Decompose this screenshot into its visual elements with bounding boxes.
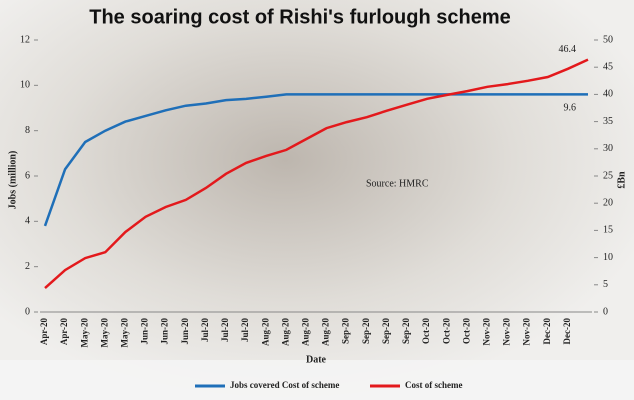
y-tick-label: 4 [25, 216, 30, 227]
x-tick-label: Sep-20 [381, 318, 391, 345]
x-tick-label: Dec-20 [542, 318, 552, 345]
x-tick-label: May-20 [79, 318, 89, 348]
y2-tick-label: 5 [603, 279, 608, 290]
x-tick-label: Dec-20 [562, 318, 572, 345]
y2-tick-label: 25 [603, 170, 613, 181]
x-tick-label: Nov-20 [522, 318, 532, 346]
x-tick-label: Oct-20 [441, 318, 451, 344]
y2-axis-label: £Bn [616, 171, 627, 189]
y-tick-label: 8 [25, 125, 30, 136]
x-tick-label: Nov-20 [502, 318, 512, 346]
y2-tick-label: 0 [603, 306, 608, 317]
x-axis-label: Date [306, 354, 327, 365]
value-label: 46.4 [559, 44, 577, 55]
y2-tick-label: 35 [603, 116, 613, 127]
x-tick-label: May-20 [120, 318, 130, 348]
x-tick-label: Jul-20 [220, 318, 230, 343]
series-line [44, 58, 589, 290]
y2-tick-label: 30 [603, 143, 613, 154]
legend-label: Cost of scheme [405, 380, 463, 390]
x-tick-label: Oct-20 [461, 318, 471, 344]
chart-title: The soaring cost of Rishi's furlough sch… [89, 6, 510, 28]
x-tick-label: Jul-20 [240, 318, 250, 343]
source: Source: HMRC [366, 178, 429, 189]
x-tick-label: Jun-20 [140, 318, 150, 345]
x-tick-label: Aug-20 [321, 318, 331, 347]
legend-label: Jobs covered Cost of scheme [230, 380, 339, 390]
x-tick-label: Sep-20 [361, 318, 371, 345]
x-tick-label: Aug-20 [280, 318, 290, 347]
y2-tick-label: 20 [603, 197, 613, 208]
y2-tick-label: 40 [603, 89, 613, 100]
x-tick-label: Apr-20 [59, 318, 69, 346]
x-tick-label: Oct-20 [421, 318, 431, 344]
x-tick-label: May-20 [99, 318, 109, 348]
x-tick-label: Aug-20 [260, 318, 270, 347]
x-tick-label: Sep-20 [341, 318, 351, 345]
x-tick-label: Sep-20 [401, 318, 411, 345]
legend-band [0, 360, 634, 400]
x-tick-label: Nov-20 [482, 318, 492, 346]
y2-tick-label: 10 [603, 252, 613, 263]
y-tick-label: 10 [20, 80, 30, 91]
y-tick-label: 2 [25, 261, 30, 272]
x-tick-label: Aug-20 [301, 318, 311, 347]
y-tick-label: 6 [25, 170, 30, 181]
y-axis-label: Jobs (million) [7, 151, 18, 210]
y-tick-label: 0 [25, 306, 30, 317]
y-tick-label: 12 [20, 34, 30, 45]
y2-tick-label: 15 [603, 225, 613, 236]
x-tick-label: Jul-20 [200, 318, 210, 343]
y2-tick-label: 45 [603, 61, 613, 72]
value-label: 9.6 [564, 103, 577, 114]
x-tick-label: Jun-20 [180, 318, 190, 345]
y2-tick-label: 50 [603, 34, 613, 45]
x-tick-label: Jun-20 [160, 318, 170, 345]
series-line [43, 93, 588, 227]
x-tick-label: Apr-20 [39, 318, 49, 346]
